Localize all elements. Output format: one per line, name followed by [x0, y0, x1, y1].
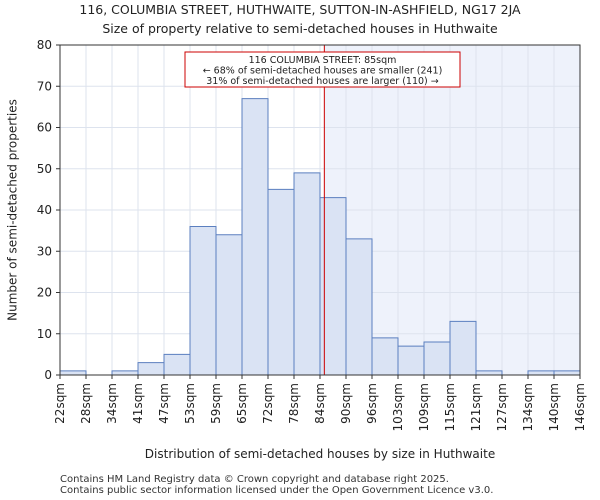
chart-title: 116, COLUMBIA STREET, HUTHWAITE, SUTTON-… — [79, 2, 521, 17]
x-tick-label: 41sqm — [131, 383, 145, 424]
footer-line-2: Contains public sector information licen… — [60, 485, 494, 496]
bar-103sqm — [397, 345, 425, 376]
annotation-box — [184, 51, 461, 88]
bar-121sqm — [475, 370, 503, 376]
bar-22sqm — [59, 370, 87, 376]
y-tick-label: 60 — [37, 121, 52, 135]
footer-line-1: Contains HM Land Registry data © Crown c… — [60, 474, 449, 485]
x-tick-label: 59sqm — [209, 383, 223, 424]
y-tick-label: 20 — [37, 286, 52, 300]
annotation-line-1: 116 COLUMBIA STREET: 85sqm — [249, 55, 397, 66]
x-tick-label: 90sqm — [339, 383, 353, 424]
chart-subtitle: Size of property relative to semi-detach… — [102, 21, 498, 36]
bar-109sqm — [423, 341, 451, 376]
x-tick-label: 134sqm — [521, 383, 535, 431]
y-tick-label: 70 — [37, 79, 52, 93]
x-tick-label: 65sqm — [235, 383, 249, 424]
x-tick-label: 84sqm — [313, 383, 327, 424]
bar-115sqm — [449, 320, 477, 376]
annotation-line-3: 31% of semi-detached houses are larger (… — [206, 76, 439, 87]
x-tick-label: 96sqm — [365, 383, 379, 424]
x-tick-label: 72sqm — [261, 383, 275, 424]
bar-53sqm — [189, 226, 217, 376]
x-tick-label: 146sqm — [573, 383, 587, 431]
x-tick-label: 22sqm — [53, 383, 67, 424]
y-axis-label: Number of semi-detached properties — [6, 99, 20, 321]
bar-140sqm — [553, 370, 581, 376]
y-tick-label: 0 — [44, 368, 52, 382]
x-tick-label: 47sqm — [157, 383, 171, 424]
y-tick-label: 50 — [37, 162, 52, 176]
x-tick-label: 140sqm — [547, 383, 561, 431]
x-tick-label: 115sqm — [443, 383, 457, 431]
bar-41sqm — [137, 362, 165, 376]
y-tick-label: 80 — [37, 38, 52, 52]
bar-65sqm — [241, 98, 269, 376]
bar-90sqm — [345, 238, 373, 376]
y-tick-label: 40 — [37, 203, 52, 217]
bar-59sqm — [215, 234, 243, 376]
bar-134sqm — [527, 370, 555, 376]
x-tick-label: 109sqm — [417, 383, 431, 431]
x-tick-label: 28sqm — [79, 383, 93, 424]
bar-47sqm — [163, 353, 191, 376]
x-tick-label: 127sqm — [495, 383, 509, 431]
bar-72sqm — [267, 188, 295, 376]
x-tick-label: 121sqm — [469, 383, 483, 431]
bar-96sqm — [371, 337, 399, 376]
x-tick-label: 53sqm — [183, 383, 197, 424]
x-tick-label: 103sqm — [391, 383, 405, 431]
bar-78sqm — [293, 172, 321, 376]
bar-34sqm — [111, 370, 139, 376]
y-tick-label: 30 — [37, 244, 52, 258]
x-tick-label: 78sqm — [287, 383, 301, 424]
x-tick-label: 34sqm — [105, 383, 119, 424]
y-tick-label: 10 — [37, 327, 52, 341]
annotation-line-2: ← 68% of semi-detached houses are smalle… — [203, 66, 443, 77]
x-axis-label: Distribution of semi-detached houses by … — [145, 447, 495, 461]
